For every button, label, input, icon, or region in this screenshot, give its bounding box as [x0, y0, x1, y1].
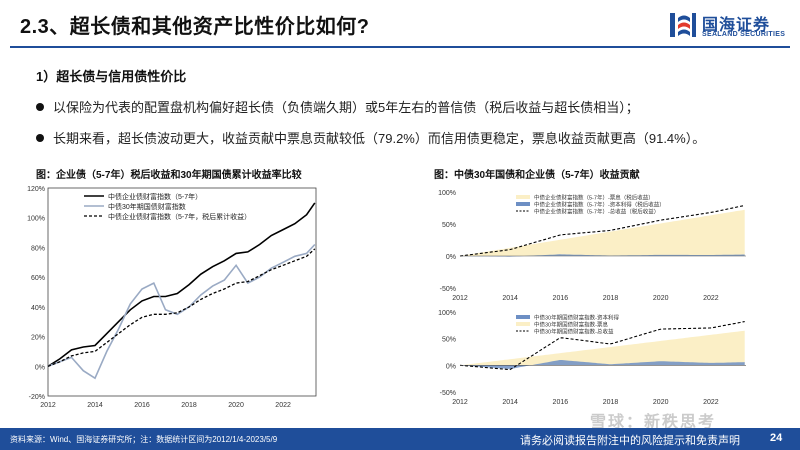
legend-swatch [516, 202, 530, 206]
capital-gain-area [460, 360, 745, 369]
source-note: 资料来源：Wind、国海证券研究所；注：数据统计区间为2012/1/4-2023… [10, 435, 278, 444]
slide-header: 2.3、超长债和其他资产比性价比如何? 国海证券 SEALAND SECURIT… [0, 0, 800, 46]
y-tick-label: 20% [31, 335, 45, 342]
y-tick-label: 120% [27, 186, 45, 193]
y-tick-label: 40% [31, 305, 45, 312]
legend-label: 中债30年期国债财富指数-票息 [534, 321, 608, 329]
x-tick-label: 2022 [703, 399, 719, 406]
y-tick-label: 60% [31, 275, 45, 282]
x-tick-label: 2016 [553, 295, 569, 302]
corp-bond-return-contribution-chart: -50% 0% 50% 100% 2012 2014 2016 2018 2020 2022 中债企… [438, 190, 746, 302]
y-tick-label: 100% [438, 190, 456, 197]
x-tick-label: 2012 [40, 402, 56, 409]
sealand-logo-icon [670, 13, 696, 37]
page-number: 24 [770, 432, 783, 444]
legend-label: 中债企业债财富指数（5-7年，税后累计收益） [108, 212, 251, 221]
x-tick-label: 2020 [228, 402, 244, 409]
x-tick-label: 2022 [275, 402, 291, 409]
series-line [47, 243, 316, 380]
y-tick-label: 50% [442, 337, 456, 344]
x-tick-label: 2016 [553, 399, 569, 406]
plot-frame [47, 187, 317, 397]
y-tick-label: -20% [29, 394, 45, 401]
legend-label: 中债企业债财富指数（5-7年）-总收益（税后收益） [534, 208, 659, 216]
left-chart-caption: 图：企业债（5-7年）税后收益和30年期国债累计收益率比较 [36, 170, 302, 181]
y-tick-label: 0% [35, 364, 45, 371]
y-tick-label: -50% [440, 286, 456, 293]
capital-gain-area [460, 254, 745, 257]
y-tick-label: -50% [440, 390, 456, 397]
logo-text-en: SEALAND SECURITIES [702, 31, 786, 38]
bullet-text: 以保险为代表的配置盘机构偏好超长债（负债端久期）或5年左右的普信债（税后收益与超… [53, 100, 639, 115]
bullet-text: 长期来看，超长债波动更大，收益贡献中票息贡献较低（79.2%）而信用债更稳定，票… [53, 131, 706, 146]
bullet-dot-icon [36, 134, 44, 142]
x-tick-label: 2016 [134, 402, 150, 409]
brand-logo: 国海证券 SEALAND SECURITIES [668, 10, 796, 44]
legend-swatch [516, 195, 530, 199]
gov-bond-return-contribution-chart: -50% 0% 50% 100% 2012 2014 2016 2018 2020 2022 中债3… [438, 310, 746, 406]
x-tick-label: 2022 [703, 295, 719, 302]
legend-label: 中债企业债财富指数（5-7年） [108, 192, 202, 201]
legend-label: 中债30年期国债财富指数 [108, 202, 186, 211]
cumulative-return-line-chart: -20% 0% 20% 40% 60% 80% 100% 120% 2012 2014 2016 20… [27, 186, 317, 409]
x-tick-label: 2020 [653, 295, 669, 302]
logo-text-cn: 国海证券 [702, 17, 771, 34]
x-tick-label: 2012 [452, 295, 468, 302]
legend-label: 中债企业债财富指数（5-7年）-资本利得（税后收益） [534, 201, 665, 209]
x-tick-label: 2014 [502, 295, 518, 302]
slide-title: 2.3、超长债和其他资产比性价比如何? [20, 16, 370, 38]
coupon-area [460, 209, 745, 256]
y-tick-label: 100% [27, 216, 45, 223]
right-chart-caption: 图：中债30年国债和企业债（5-7年）收益贡献 [434, 170, 640, 181]
total-return-line [459, 321, 745, 371]
footer-bar [0, 428, 800, 450]
watermark: 雪球：新秩思考 [590, 414, 717, 431]
total-return-line [459, 204, 745, 257]
y-tick-label: 0% [446, 363, 456, 370]
series-line [47, 248, 316, 367]
x-tick-label: 2014 [502, 399, 518, 406]
y-tick-label: 0% [446, 254, 456, 261]
y-tick-label: 50% [442, 222, 456, 229]
bullet-dot-icon [36, 103, 44, 111]
legend-swatch [516, 315, 530, 319]
legend-label: 中债企业债财富指数（5-7年）-票息（税后收益） [534, 194, 654, 202]
bullet-item: 以保险为代表的配置盘机构偏好超长债（负债端久期）或5年左右的普信债（税后收益与超… [36, 97, 639, 116]
series-line [47, 202, 316, 367]
x-tick-label: 2018 [181, 402, 197, 409]
header-divider [10, 46, 790, 48]
legend-label: 中债30年期国债财富指数-总收益 [534, 328, 614, 336]
x-tick-label: 2018 [603, 399, 619, 406]
y-tick-label: 100% [438, 310, 456, 317]
x-tick-label: 2012 [452, 399, 468, 406]
legend-label: 中债30年期国债财富指数-资本利得 [534, 314, 619, 322]
x-tick-label: 2014 [87, 402, 103, 409]
legend-swatch [516, 322, 530, 326]
coupon-area [460, 330, 745, 366]
x-tick-label: 2020 [653, 399, 669, 406]
section-subtitle: 1）超长债与信用债性价比 [36, 69, 187, 84]
y-tick-label: 80% [31, 245, 45, 252]
bullet-item: 长期来看，超长债波动更大，收益贡献中票息贡献较低（79.2%）而信用债更稳定，票… [36, 128, 705, 147]
x-tick-label: 2018 [603, 295, 619, 302]
disclaimer: 请务必阅读报告附注中的风险提示和免责声明 [520, 435, 740, 447]
